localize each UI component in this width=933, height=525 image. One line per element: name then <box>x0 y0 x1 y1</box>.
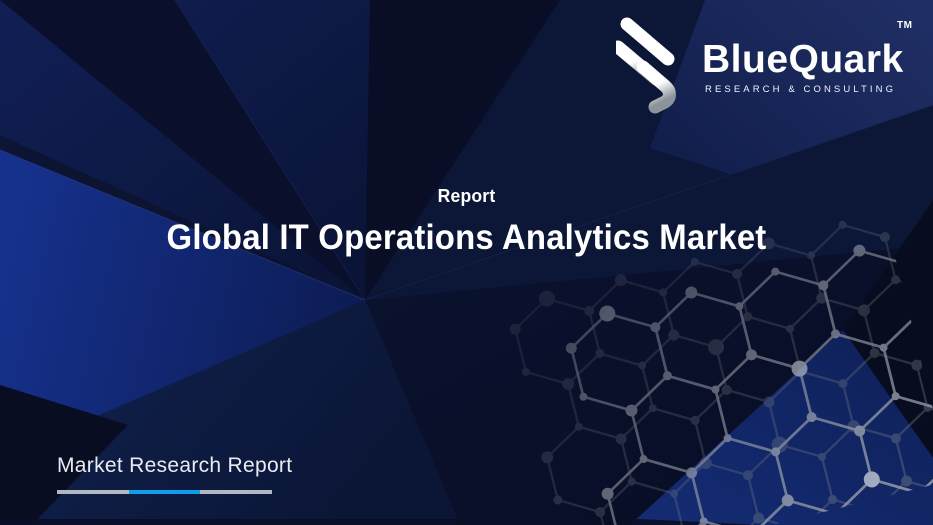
underline-segment-blue <box>128 490 201 494</box>
report-kicker: Report <box>437 185 496 206</box>
underline-segment-gray-right <box>200 490 273 494</box>
footer-block: Market Research Report <box>57 453 293 494</box>
bluequark-logo: BlueQuark RESEARCH & CONSULTING TM <box>616 14 922 114</box>
brand-name: BlueQuark <box>702 38 904 81</box>
brand-tagline: RESEARCH & CONSULTING <box>705 84 897 95</box>
footer-underline <box>57 490 273 494</box>
footer-label: Market Research Report <box>57 454 293 477</box>
hex-mesh-back <box>509 220 933 525</box>
trademark-symbol: TM <box>897 20 913 31</box>
underline-segment-gray-left <box>57 490 129 494</box>
report-title: Global IT Operations Analytics Market <box>166 218 767 257</box>
bottom-strip <box>0 519 760 525</box>
bluequark-logo-icon <box>616 17 676 114</box>
hex-mesh-front <box>565 228 933 525</box>
